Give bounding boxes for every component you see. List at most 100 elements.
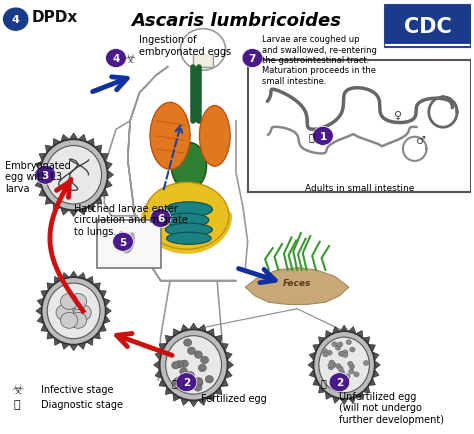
Circle shape <box>106 49 126 69</box>
Text: Ascaris lumbricoides: Ascaris lumbricoides <box>131 11 341 30</box>
Circle shape <box>150 209 171 228</box>
Circle shape <box>336 364 341 369</box>
Polygon shape <box>36 272 111 351</box>
Text: 🐾: 🐾 <box>320 377 326 387</box>
Text: 🐾: 🐾 <box>14 399 20 409</box>
Circle shape <box>242 49 263 69</box>
Circle shape <box>113 233 133 252</box>
Text: ☣: ☣ <box>125 53 136 66</box>
Circle shape <box>175 361 183 368</box>
Circle shape <box>198 364 206 372</box>
Ellipse shape <box>47 283 100 339</box>
Circle shape <box>172 362 180 369</box>
Text: Ingestion of
embryonated eggs: Ingestion of embryonated eggs <box>139 35 232 57</box>
Text: 1: 1 <box>319 132 327 141</box>
Circle shape <box>328 363 333 368</box>
Text: 7: 7 <box>249 54 256 64</box>
Text: 4: 4 <box>12 15 20 25</box>
Text: 6: 6 <box>157 214 164 224</box>
Circle shape <box>195 379 203 387</box>
Circle shape <box>65 303 82 319</box>
Circle shape <box>2 8 29 32</box>
Text: 5: 5 <box>119 237 127 247</box>
Ellipse shape <box>150 103 190 170</box>
Ellipse shape <box>164 214 209 227</box>
Circle shape <box>205 375 213 383</box>
Circle shape <box>56 305 73 321</box>
Circle shape <box>183 339 191 346</box>
Circle shape <box>328 365 334 370</box>
Circle shape <box>346 340 352 345</box>
Circle shape <box>70 312 87 329</box>
Circle shape <box>329 373 350 392</box>
Circle shape <box>332 342 337 347</box>
Circle shape <box>331 362 336 368</box>
Text: Adults in small intestine: Adults in small intestine <box>304 184 414 193</box>
Circle shape <box>354 372 359 377</box>
Circle shape <box>342 350 348 355</box>
Polygon shape <box>154 323 234 407</box>
Circle shape <box>336 385 341 389</box>
Text: Larvae are coughed up
and swallowed, re-entering
the gastrointestinal tract.
Mat: Larvae are coughed up and swallowed, re-… <box>262 35 377 85</box>
Ellipse shape <box>144 183 229 250</box>
Text: Hatched larvae enter
circulation and migrate
to lungs.: Hatched larvae enter circulation and mig… <box>73 204 188 237</box>
Text: 4: 4 <box>112 54 119 64</box>
Ellipse shape <box>314 332 375 399</box>
Circle shape <box>337 342 343 347</box>
Text: ♀: ♀ <box>393 110 401 120</box>
Circle shape <box>348 369 354 374</box>
Circle shape <box>363 361 369 366</box>
Ellipse shape <box>40 140 108 210</box>
Ellipse shape <box>171 143 207 191</box>
Text: ☣: ☣ <box>11 382 23 396</box>
Circle shape <box>186 372 194 379</box>
Circle shape <box>323 352 328 357</box>
Circle shape <box>201 356 209 364</box>
Ellipse shape <box>165 336 221 394</box>
Circle shape <box>194 351 202 358</box>
Circle shape <box>350 347 355 352</box>
Text: Feces: Feces <box>283 279 311 288</box>
Text: Fertilized egg: Fertilized egg <box>201 393 266 403</box>
Circle shape <box>343 353 348 358</box>
Circle shape <box>339 370 345 375</box>
Ellipse shape <box>165 224 212 237</box>
Polygon shape <box>34 134 114 217</box>
FancyBboxPatch shape <box>384 5 471 48</box>
Circle shape <box>335 345 341 351</box>
Circle shape <box>337 388 343 393</box>
Ellipse shape <box>165 202 212 217</box>
Text: 🐾: 🐾 <box>172 377 178 387</box>
Circle shape <box>74 305 91 321</box>
Text: CDC: CDC <box>404 16 452 36</box>
Circle shape <box>176 373 197 392</box>
Text: Diagnostic stage: Diagnostic stage <box>41 399 123 409</box>
Ellipse shape <box>200 106 230 167</box>
Text: Infective stage: Infective stage <box>41 384 113 394</box>
Circle shape <box>180 381 188 389</box>
Circle shape <box>35 166 56 185</box>
Circle shape <box>61 312 78 329</box>
Circle shape <box>339 352 345 357</box>
Circle shape <box>61 294 78 310</box>
Text: 🐾: 🐾 <box>308 132 314 141</box>
Circle shape <box>341 384 347 389</box>
Text: ♂: ♂ <box>415 136 425 146</box>
Polygon shape <box>246 268 349 305</box>
Circle shape <box>194 384 202 391</box>
Circle shape <box>349 364 355 369</box>
Ellipse shape <box>46 146 101 204</box>
Circle shape <box>329 360 335 365</box>
Text: DPDx: DPDx <box>31 10 78 26</box>
Circle shape <box>173 378 182 386</box>
Circle shape <box>327 350 332 355</box>
Ellipse shape <box>42 278 106 345</box>
Circle shape <box>70 294 87 310</box>
Circle shape <box>338 366 343 372</box>
Polygon shape <box>308 326 380 405</box>
FancyBboxPatch shape <box>97 220 161 268</box>
Circle shape <box>345 374 350 379</box>
Text: Embryonated
egg with L3
larva: Embryonated egg with L3 larva <box>5 160 71 194</box>
Ellipse shape <box>319 337 369 393</box>
Circle shape <box>347 362 353 366</box>
